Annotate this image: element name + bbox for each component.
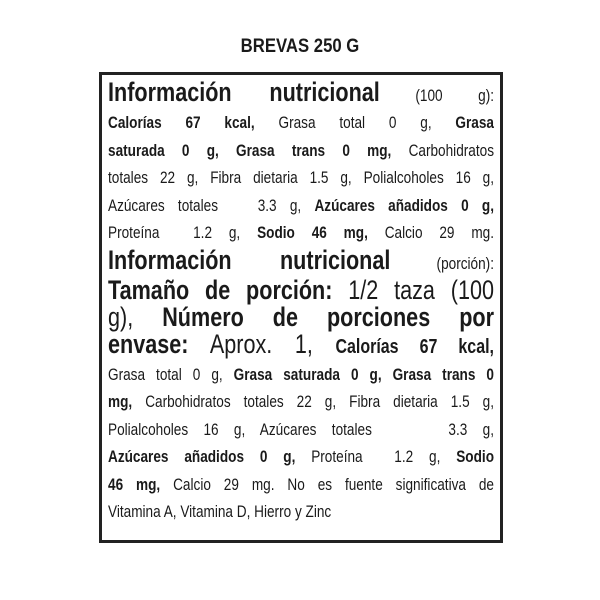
text: Proteína 1.2 g,	[108, 223, 258, 242]
bold-text: Sodio 46 mg,	[257, 223, 368, 242]
nutrition-line: Información nutricional (100 g):	[108, 79, 494, 109]
bold-text: Grasa saturada 0 g, Grasa trans 0	[233, 364, 495, 384]
product-title: BREVAS 250 G	[240, 36, 360, 57]
bold-text: Información nutricional	[108, 244, 391, 275]
nutrition-line: Grasa total 0 g, Grasa saturada 0 g, Gra…	[108, 361, 494, 389]
nutrition-line: Azúcares añadidos 0 g, Proteína 1.2 g, S…	[108, 443, 494, 471]
bold-text: 46 mg,	[108, 474, 161, 494]
text: totales 22 g, Fibra dietaria 1.5 g, Poli…	[108, 168, 494, 187]
text: Proteína 1.2 g,	[295, 447, 457, 466]
text: Aprox. 1,	[188, 328, 336, 359]
nutrition-line: Polialcoholes 16 g, Azúcares totales 3.3…	[108, 416, 494, 444]
text: Calcio 29 mg. No es fuente significativa…	[160, 474, 494, 494]
bold-text: Calorías 67 kcal,	[335, 335, 494, 358]
text: Grasa total 0 g,	[254, 113, 456, 132]
nutrition-line: g), Número de porciones por	[108, 301, 494, 332]
text: (100 g):	[379, 86, 494, 105]
text: Polialcoholes 16 g, Azúcares totales 3.3…	[108, 419, 494, 439]
text: 1/2 taza (100	[332, 274, 494, 305]
text: Carbohidratos totales 22 g, Fibra dietar…	[132, 392, 494, 411]
text: Calcio 29 mg.	[367, 223, 495, 242]
nutrition-line: saturada 0 g, Grasa trans 0 mg, Carbohid…	[108, 137, 494, 165]
bold-text: Azúcares añadidos 0 g,	[314, 195, 494, 215]
text: g),	[108, 301, 163, 332]
nutrition-line: Proteína 1.2 g, Sodio 46 mg, Calcio 29 m…	[108, 219, 494, 247]
text: (porción):	[390, 253, 494, 273]
bold-text: Azúcares añadidos 0 g,	[108, 447, 296, 466]
nutrition-line: 46 mg, Calcio 29 mg. No es fuente signif…	[108, 471, 494, 499]
bold-text: saturada 0 g, Grasa trans 0 mg,	[108, 140, 392, 160]
nutrition-line: Información nutricional (porción):	[108, 244, 494, 277]
bold-text: Información nutricional	[108, 77, 380, 107]
bold-text: Grasa	[455, 113, 494, 132]
nutrition-line: totales 22 g, Fibra dietaria 1.5 g, Poli…	[108, 164, 494, 192]
nutrition-line: Vitamina A, Vitamina D, Hierro y Zinc	[108, 498, 494, 526]
nutrition-line: mg, Carbohidratos totales 22 g, Fibra di…	[108, 388, 494, 416]
text: Azúcares totales 3.3 g,	[108, 195, 315, 215]
nutrition-line: Calorías 67 kcal, Grasa total 0 g, Grasa	[108, 109, 494, 137]
nutrition-text: Información nutricional (100 g): Calorías…	[108, 79, 494, 526]
text: Vitamina A, Vitamina D, Hierro y Zinc	[108, 502, 332, 521]
nutrition-line: Tamaño de porción: 1/2 taza (100	[108, 274, 494, 305]
bold-text: Tamaño de porción:	[108, 274, 333, 305]
bold-text: Número de porciones por	[162, 301, 494, 332]
bold-text: mg,	[108, 392, 133, 411]
bold-text: envase:	[108, 328, 189, 359]
text: Grasa total 0 g,	[108, 364, 234, 384]
bold-text: Calorías 67 kcal,	[108, 113, 255, 132]
text: Carbohidratos	[391, 140, 494, 160]
bold-text: Sodio	[456, 447, 494, 466]
nutrition-line: Azúcares totales 3.3 g, Azúcares añadido…	[108, 192, 494, 220]
nutrition-line: envase: Aprox. 1, Calorías 67 kcal,	[108, 328, 494, 361]
nutrition-facts-box: Información nutricional (100 g): Calorías…	[99, 72, 503, 543]
